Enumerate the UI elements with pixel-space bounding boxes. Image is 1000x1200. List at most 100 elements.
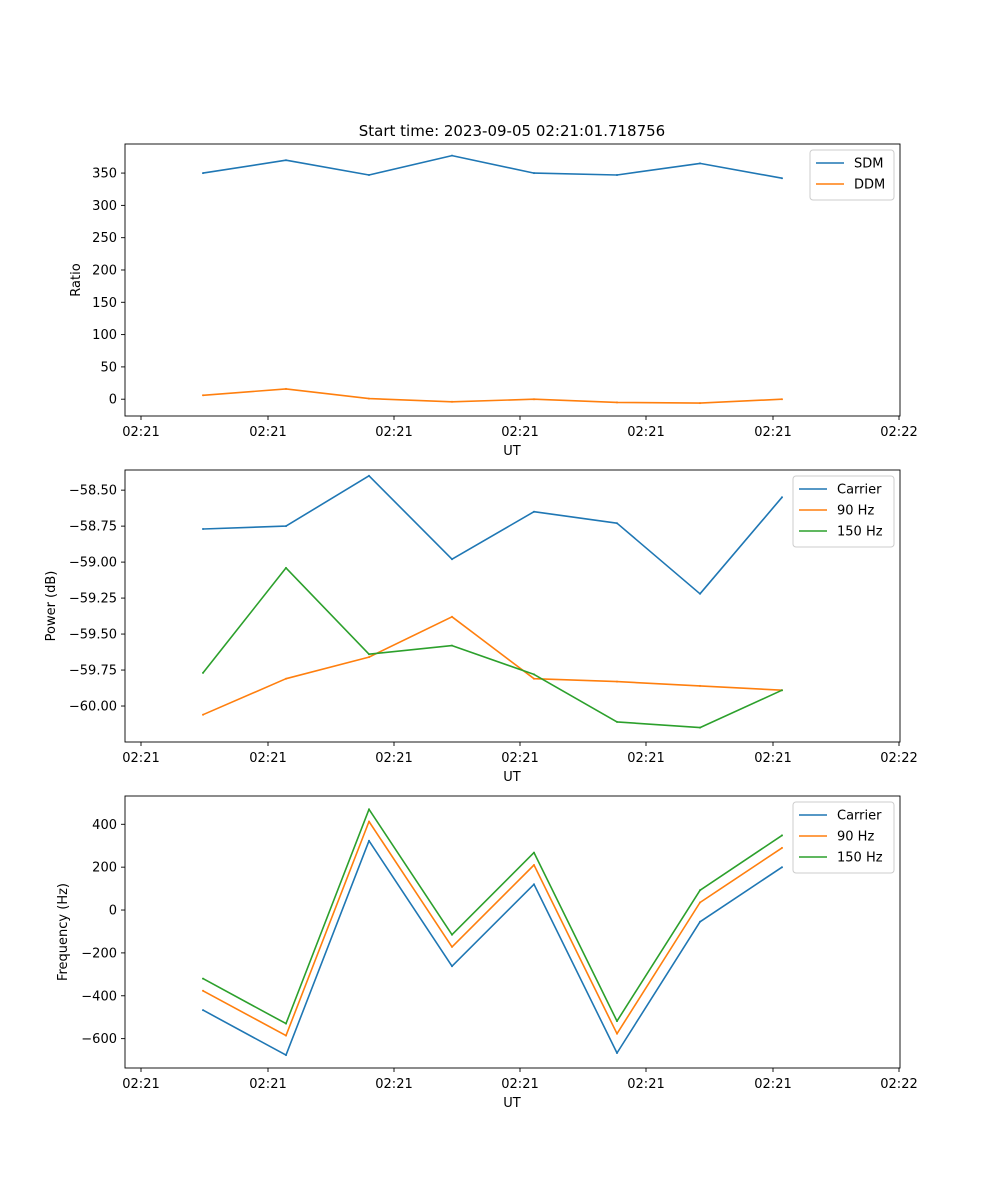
power-data-point bbox=[533, 673, 535, 676]
power-data-point bbox=[781, 496, 783, 499]
frequency-legend-label: 90 Hz bbox=[837, 830, 874, 845]
power-data-point bbox=[368, 656, 370, 659]
ratio-data-point bbox=[285, 387, 287, 390]
power-legend-box bbox=[792, 475, 895, 548]
frequency-data-point bbox=[616, 1052, 618, 1054]
power-data-point bbox=[451, 644, 453, 647]
frequency-legend: Carrier 90 Hz 150 Hz bbox=[792, 801, 895, 874]
frequency-data-point bbox=[699, 901, 701, 904]
frequency-data-point bbox=[202, 1009, 204, 1012]
power-legend-label: 90 Hz bbox=[837, 504, 874, 519]
frequency-x-tick-label: 02:21 bbox=[627, 1077, 664, 1092]
frequency-data-point bbox=[368, 808, 370, 811]
frequency-data-point bbox=[616, 1020, 618, 1023]
ratio-data-point bbox=[285, 159, 287, 162]
ratio-x-tick-label: 02:21 bbox=[754, 425, 791, 440]
power-data-point bbox=[699, 684, 701, 687]
power-x-tick-label: 02:21 bbox=[375, 751, 412, 766]
frequency-data-point bbox=[451, 965, 453, 968]
frequency-x-tick-label: 02:21 bbox=[122, 1077, 159, 1092]
power-legend-label: Carrier bbox=[837, 483, 882, 498]
ratio-y-tick-label: 350 bbox=[92, 167, 117, 182]
power-data-point bbox=[781, 689, 783, 692]
ratio-data-point bbox=[616, 401, 618, 404]
ratio-y-tick-label: 100 bbox=[92, 328, 117, 343]
power-data-point bbox=[202, 671, 204, 674]
frequency-data-point bbox=[368, 839, 370, 842]
ratio-data-point bbox=[368, 174, 370, 176]
frequency-data-point bbox=[781, 846, 783, 849]
frequency-data-point bbox=[451, 933, 453, 936]
frequency-y-tick-label: 400 bbox=[92, 818, 117, 833]
power-y-tick-label: −59.75 bbox=[69, 664, 117, 679]
ratio-series-line-ddm bbox=[202, 388, 783, 404]
power-y-axis-label: Power (dB) bbox=[44, 571, 59, 642]
frequency-y-tick-label: −200 bbox=[81, 946, 117, 961]
power-y-tick-label: −58.75 bbox=[69, 520, 117, 535]
power-legend-label: 150 Hz bbox=[837, 525, 883, 540]
frequency-y-tick-label: 0 bbox=[109, 904, 117, 919]
power-data-point bbox=[202, 528, 204, 530]
power-data-point bbox=[699, 592, 701, 595]
frequency-x-tick-label: 02:21 bbox=[249, 1077, 286, 1092]
frequency-data-point bbox=[781, 834, 783, 837]
frequency-legend-box bbox=[792, 801, 895, 874]
power-series-line-150-hz bbox=[202, 567, 783, 729]
frequency-y-tick-label: −600 bbox=[81, 1032, 117, 1047]
power-x-axis-label: UT bbox=[503, 770, 521, 785]
power-data-point bbox=[368, 474, 370, 477]
power-data-point bbox=[368, 653, 370, 656]
frequency-series-line-90-hz bbox=[202, 820, 783, 1037]
power-data-point bbox=[616, 522, 618, 525]
chart-panels: 02:21 02:21 02:21 02:21 02:21 02:21 02:22 0 50 10… bbox=[44, 143, 918, 1111]
ratio-series-line-sdm bbox=[202, 154, 783, 179]
ratio-data-point bbox=[781, 398, 783, 401]
power-y-tick-label: −59.00 bbox=[69, 556, 117, 571]
ratio-legend-label: DDM bbox=[854, 178, 885, 193]
ratio-legend-label: SDM bbox=[854, 157, 883, 172]
power-x-tick-label: 02:21 bbox=[754, 751, 791, 766]
frequency-data-point bbox=[781, 866, 783, 869]
figure-title: Start time: 2023-09-05 02:21:01.718756 bbox=[359, 122, 665, 140]
chart-ratio: 02:21 02:21 02:21 02:21 02:21 02:21 02:22 0 50 10… bbox=[69, 143, 918, 459]
frequency-data-point bbox=[616, 1032, 618, 1035]
power-x-tick-label: 02:22 bbox=[880, 751, 917, 766]
frequency-data-point bbox=[533, 851, 535, 854]
power-y-tick-label: −59.50 bbox=[69, 628, 117, 643]
ratio-data-point bbox=[781, 177, 783, 180]
frequency-x-tick-label: 02:22 bbox=[880, 1077, 917, 1092]
ratio-x-tick-label: 02:21 bbox=[249, 425, 286, 440]
ratio-y-axis-label: Ratio bbox=[69, 263, 84, 296]
frequency-x-tick-label: 02:21 bbox=[501, 1077, 538, 1092]
frequency-data-point bbox=[285, 1034, 287, 1037]
frequency-y-tick-label: 200 bbox=[92, 861, 117, 876]
ratio-y-tick-label: 250 bbox=[92, 231, 117, 246]
frequency-data-point bbox=[285, 1054, 287, 1057]
chart-power: 02:21 02:21 02:21 02:21 02:21 02:21 02:22 −60.0… bbox=[44, 469, 918, 785]
power-y-tick-label: −59.25 bbox=[69, 592, 117, 607]
power-data-point bbox=[285, 566, 287, 569]
ratio-data-point bbox=[202, 172, 204, 175]
ratio-data-point bbox=[368, 397, 370, 400]
power-data-point bbox=[285, 677, 287, 680]
frequency-data-point bbox=[368, 820, 370, 823]
frequency-legend-label: 150 Hz bbox=[837, 851, 883, 866]
power-data-point bbox=[533, 510, 535, 513]
frequency-axes-frame bbox=[124, 795, 901, 1069]
ratio-y-tick-label: 200 bbox=[92, 263, 117, 278]
power-series-line-carrier bbox=[202, 474, 783, 595]
ratio-x-tick-label: 02:21 bbox=[501, 425, 538, 440]
ratio-x-tick-label: 02:21 bbox=[627, 425, 664, 440]
power-legend: Carrier 90 Hz 150 Hz bbox=[792, 475, 895, 548]
frequency-x-axis-label: UT bbox=[503, 1096, 521, 1111]
frequency-data-point bbox=[285, 1022, 287, 1025]
power-data-point bbox=[616, 720, 618, 723]
power-data-point bbox=[616, 680, 618, 683]
ratio-data-point bbox=[533, 398, 535, 401]
power-x-tick-label: 02:21 bbox=[249, 751, 286, 766]
power-y-tick-label: −58.50 bbox=[69, 484, 117, 499]
frequency-data-point bbox=[202, 989, 204, 992]
ratio-y-tick-label: 300 bbox=[92, 199, 117, 214]
ratio-y-tick-label: 50 bbox=[100, 360, 117, 375]
